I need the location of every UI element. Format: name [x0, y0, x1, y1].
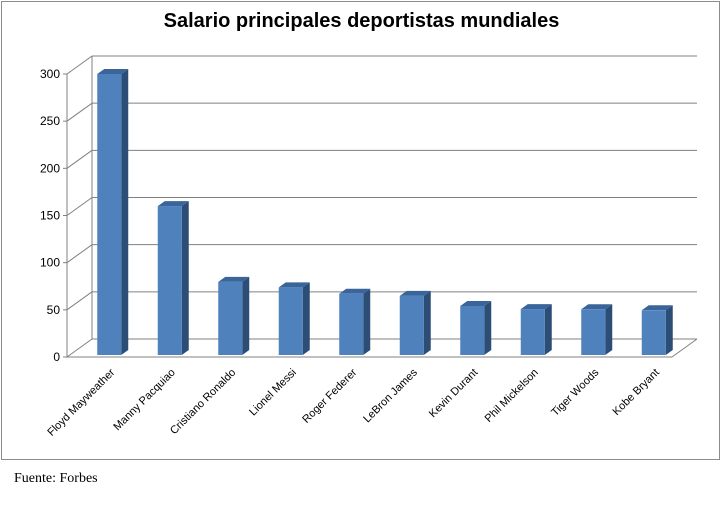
gridline-diagonal	[66, 197, 93, 216]
grid-layer	[66, 55, 698, 358]
y-tick-label: 100	[40, 256, 60, 270]
bar	[157, 201, 189, 355]
bar	[339, 288, 371, 355]
bar-side	[302, 282, 310, 355]
gridline-diagonal	[66, 149, 93, 169]
bar-side	[423, 290, 431, 355]
bar	[520, 304, 552, 355]
bar-top	[399, 290, 431, 296]
bar-top	[460, 300, 492, 306]
bar-front	[399, 295, 424, 355]
bar	[581, 304, 613, 355]
bar-top	[157, 201, 189, 207]
x-tick-label: Kobe Bryant	[611, 367, 662, 418]
x-tick-label: Phil Mickelson	[483, 367, 541, 425]
y-tick-label: 150	[40, 209, 60, 223]
bar-side	[484, 300, 492, 355]
bar	[97, 69, 129, 355]
x-tick-label: Cristiano Ronaldo	[168, 367, 238, 437]
gridline-diagonal	[66, 244, 93, 264]
bar-top	[97, 69, 129, 74]
chart-title: Salario principales deportistas mundiale…	[163, 10, 560, 32]
bar-layer	[97, 69, 673, 355]
y-tick-label: 300	[40, 67, 60, 81]
bar	[641, 305, 673, 355]
axis-layer	[63, 73, 672, 358]
y-tick-label: 0	[53, 350, 60, 364]
label-layer: 0 50 100 150 200 250 300 Floyd MayweatherManny …	[40, 67, 662, 439]
bar	[278, 282, 310, 355]
bar-top	[520, 304, 552, 310]
bar-side	[605, 304, 613, 355]
bar-side	[363, 288, 371, 355]
bar-top	[278, 282, 310, 288]
bar-front	[520, 309, 545, 355]
bar-front	[97, 74, 122, 355]
gridline-diagonal	[66, 55, 93, 75]
gridline-diagonal	[66, 102, 93, 122]
bar-top	[339, 288, 371, 294]
bar-top	[218, 276, 250, 282]
bar-front	[641, 310, 666, 355]
gridline-diagonal	[66, 291, 93, 311]
bar	[399, 290, 431, 355]
bar-side	[665, 305, 673, 355]
bar-front	[581, 309, 606, 355]
x-tick-label: Floyd Mayweather	[45, 366, 117, 438]
bar-side	[181, 201, 189, 355]
x-tick-label: Kevin Durant	[427, 367, 480, 420]
gridline-diagonal	[66, 338, 93, 358]
bar-top	[641, 305, 673, 311]
x-tick-label: Lionel Messi	[247, 367, 299, 419]
x-tick-label: Roger Federer	[300, 366, 359, 425]
bar-top	[581, 304, 613, 310]
y-tick-label: 250	[40, 114, 60, 128]
source-note: Fuente: Forbes	[14, 471, 98, 486]
bar	[460, 300, 492, 355]
bar-front	[460, 305, 485, 355]
bar-front	[218, 281, 243, 355]
bar-side	[121, 69, 129, 355]
bar	[218, 276, 250, 355]
bar-side	[544, 304, 552, 355]
x-tick-label: Tiger Woods	[549, 366, 601, 418]
y-tick-label: 200	[40, 161, 60, 175]
x-tick-label: Manny Pacquiao	[111, 367, 177, 433]
bar-front	[278, 287, 303, 355]
bar-front	[157, 206, 182, 355]
y-tick-label: 50	[47, 303, 61, 317]
floor-right-edge	[671, 338, 698, 358]
bar-side	[242, 276, 250, 355]
x-tick-label: LeBron James	[361, 366, 420, 425]
bar-front	[339, 293, 364, 355]
